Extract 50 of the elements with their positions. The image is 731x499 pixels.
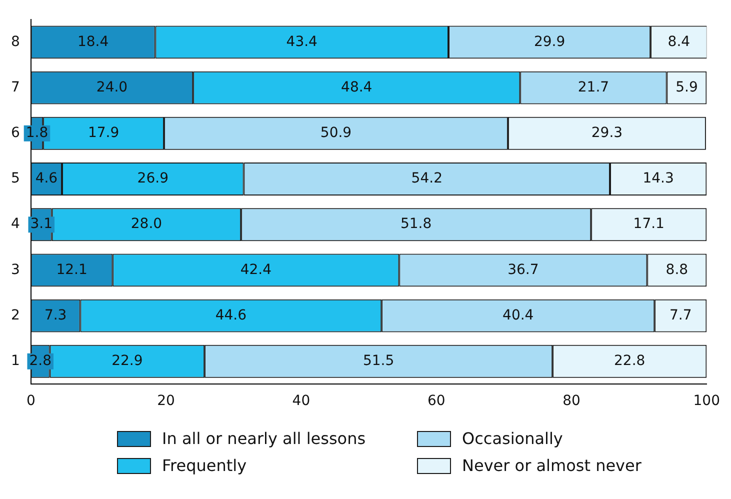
data-label: 51.8: [400, 216, 432, 232]
y-tick-label: 6: [10, 125, 20, 142]
y-tick-label: 2: [10, 307, 20, 324]
data-label: 8.8: [666, 262, 688, 278]
data-label: 2.8: [29, 353, 52, 370]
data-label: 54.2: [411, 170, 442, 187]
data-label: 36.7: [508, 262, 539, 278]
x-tick-label: 60: [427, 393, 446, 410]
data-label: 51.5: [362, 353, 394, 370]
data-label: 26.9: [137, 170, 168, 187]
data-label: 12.1: [56, 262, 88, 278]
data-label: 42.4: [240, 262, 272, 278]
data-label: 18.4: [77, 34, 109, 50]
y-tick-label: 3: [10, 262, 20, 278]
x-tick-label: 0: [26, 393, 36, 410]
data-label: 1.8: [26, 125, 48, 142]
data-label: 22.8: [614, 353, 646, 370]
data-label: 29.3: [591, 125, 623, 142]
data-label: 28.0: [130, 216, 162, 232]
legend-label: Occasionally: [462, 429, 563, 448]
data-label: 14.3: [642, 170, 674, 187]
legend-label: Never or almost never: [462, 456, 642, 475]
data-label: 48.4: [341, 79, 372, 96]
data-label: 8.4: [668, 34, 690, 50]
y-tick-label: 8: [10, 34, 20, 50]
y-tick-label: 7: [10, 79, 20, 96]
y-tick-label: 1: [10, 353, 20, 370]
data-label: 40.4: [502, 307, 534, 324]
y-tick-label: 5: [10, 170, 20, 187]
y-tick-label: 4: [10, 216, 20, 232]
data-label: 7.7: [669, 307, 692, 324]
data-label: 21.7: [578, 79, 610, 96]
data-label: 50.9: [320, 125, 352, 142]
data-label: 29.9: [534, 34, 566, 50]
x-tick-label: 20: [157, 393, 175, 410]
data-label: 24.0: [96, 79, 128, 96]
data-label: 17.9: [88, 125, 120, 142]
data-label: 7.3: [44, 307, 67, 324]
legend-label: Frequently: [162, 456, 247, 475]
data-label: 17.1: [633, 216, 664, 232]
data-label: 44.6: [215, 307, 247, 324]
data-label: 22.9: [112, 353, 143, 370]
data-label: 4.6: [35, 170, 58, 187]
x-tick-label: 100: [693, 393, 720, 410]
legend-label: In all or nearly all lessons: [162, 429, 366, 448]
x-tick-label: 40: [292, 393, 310, 410]
data-label: 5.9: [676, 79, 698, 96]
data-label: 43.4: [286, 34, 318, 50]
x-tick-label: 80: [562, 393, 580, 410]
data-label: 3.1: [30, 216, 53, 232]
